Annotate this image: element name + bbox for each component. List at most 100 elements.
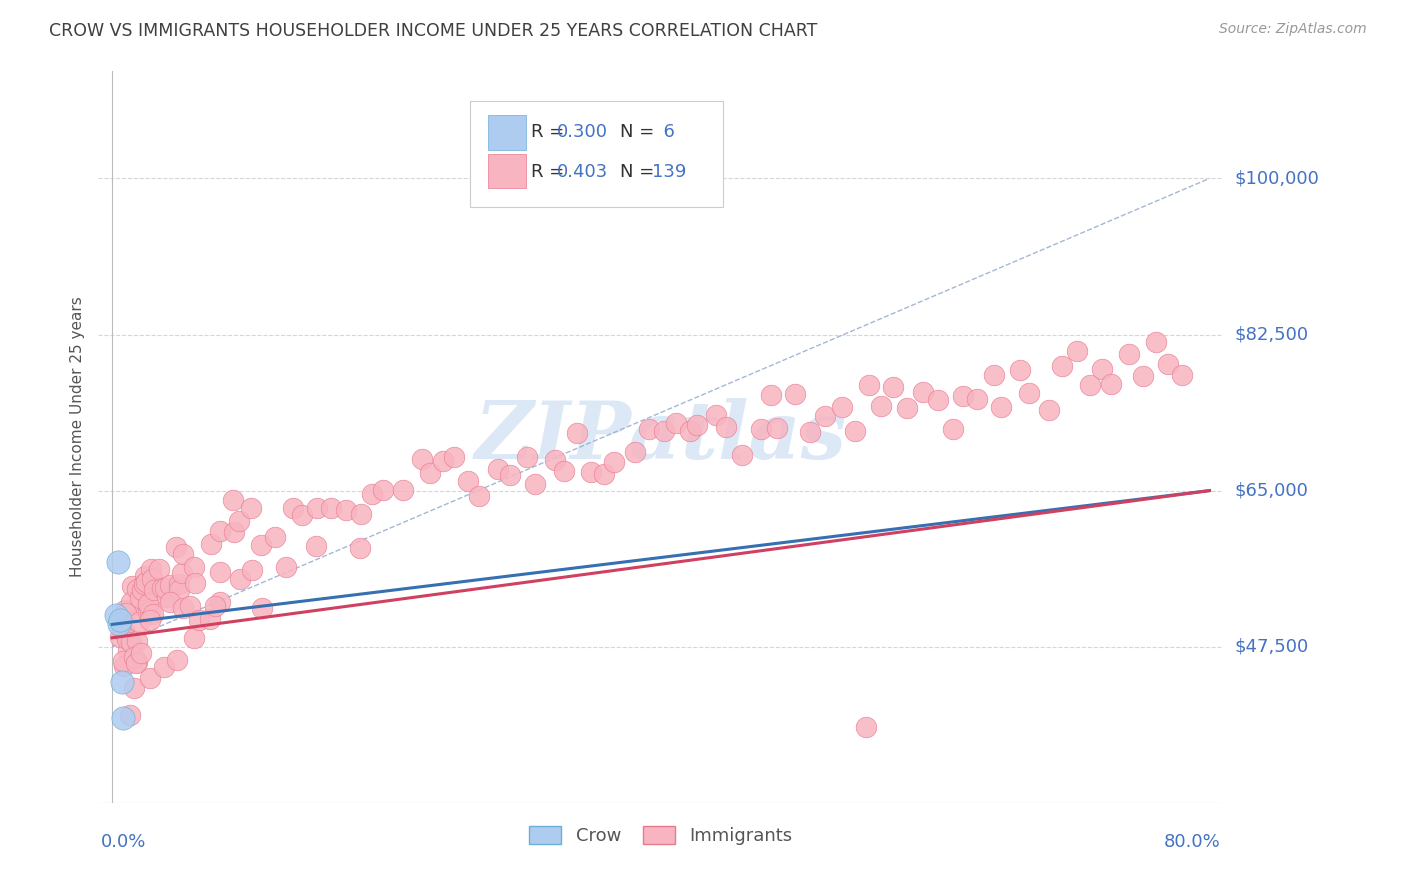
Point bbox=[249, 538, 271, 552]
Point bbox=[523, 477, 546, 491]
Legend: Crow, Immigrants: Crow, Immigrants bbox=[522, 819, 800, 852]
Text: 139: 139 bbox=[652, 162, 686, 180]
Point bbox=[759, 388, 782, 402]
Point bbox=[731, 448, 754, 462]
Point bbox=[1018, 385, 1040, 400]
Point bbox=[952, 388, 974, 402]
Y-axis label: Householder Income Under 25 years: Householder Income Under 25 years bbox=[69, 297, 84, 577]
Point bbox=[141, 572, 163, 586]
Point bbox=[153, 660, 176, 674]
Point bbox=[134, 569, 156, 583]
Point bbox=[1099, 376, 1122, 391]
Point bbox=[565, 425, 588, 440]
Point bbox=[373, 483, 395, 497]
Point bbox=[120, 595, 142, 609]
Point bbox=[172, 600, 194, 615]
Point bbox=[858, 378, 880, 392]
Text: $100,000: $100,000 bbox=[1234, 169, 1319, 187]
Point bbox=[1038, 403, 1060, 417]
Point bbox=[142, 583, 165, 598]
Text: R =: R = bbox=[531, 123, 571, 141]
Point bbox=[553, 465, 575, 479]
Text: CROW VS IMMIGRANTS HOUSEHOLDER INCOME UNDER 25 YEARS CORRELATION CHART: CROW VS IMMIGRANTS HOUSEHOLDER INCOME UN… bbox=[49, 22, 817, 40]
Point bbox=[814, 409, 837, 423]
Point bbox=[139, 613, 162, 627]
Point bbox=[115, 607, 138, 621]
Text: 0.300: 0.300 bbox=[557, 123, 609, 141]
Point bbox=[882, 380, 904, 394]
Point bbox=[198, 612, 221, 626]
Point bbox=[1052, 359, 1074, 373]
Point bbox=[486, 462, 509, 476]
Point bbox=[228, 514, 250, 528]
Point bbox=[283, 500, 305, 515]
Point bbox=[159, 578, 181, 592]
Point bbox=[498, 468, 520, 483]
Point bbox=[1078, 378, 1101, 392]
Point bbox=[990, 400, 1012, 414]
Point bbox=[204, 599, 226, 613]
Point bbox=[125, 634, 148, 648]
Point bbox=[141, 562, 163, 576]
Point bbox=[114, 602, 136, 616]
Point bbox=[117, 629, 139, 643]
Point bbox=[855, 720, 877, 734]
Point bbox=[112, 658, 135, 673]
Point bbox=[350, 507, 373, 521]
Point bbox=[127, 582, 149, 596]
Point bbox=[221, 492, 243, 507]
Point bbox=[183, 632, 205, 646]
Point bbox=[927, 392, 949, 407]
Point bbox=[679, 424, 702, 438]
Text: 0.0%: 0.0% bbox=[101, 833, 146, 851]
Point bbox=[167, 577, 190, 591]
Point bbox=[155, 581, 177, 595]
Point bbox=[1171, 368, 1194, 383]
Point bbox=[117, 644, 139, 658]
Text: $82,500: $82,500 bbox=[1234, 326, 1309, 343]
Point bbox=[208, 595, 231, 609]
Point bbox=[159, 595, 181, 609]
Point bbox=[239, 500, 262, 515]
Point bbox=[665, 417, 688, 431]
Point bbox=[749, 422, 772, 436]
Point bbox=[766, 421, 789, 435]
Point bbox=[250, 601, 273, 615]
Text: 0.403: 0.403 bbox=[557, 162, 609, 180]
Point bbox=[222, 525, 245, 540]
Point bbox=[108, 631, 131, 645]
Point bbox=[321, 500, 343, 515]
Point bbox=[785, 387, 807, 401]
Point bbox=[208, 565, 231, 579]
Point bbox=[1118, 347, 1140, 361]
Point bbox=[132, 577, 155, 591]
Point bbox=[170, 566, 193, 580]
Point bbox=[136, 605, 159, 619]
Point bbox=[307, 500, 329, 515]
Point bbox=[457, 475, 479, 489]
Point bbox=[105, 608, 128, 623]
Point bbox=[142, 607, 165, 621]
Point bbox=[704, 408, 727, 422]
Point bbox=[172, 548, 194, 562]
Point bbox=[156, 591, 179, 605]
Point bbox=[264, 530, 287, 544]
Point bbox=[125, 657, 148, 671]
Point bbox=[150, 582, 173, 596]
Point bbox=[138, 671, 160, 685]
Point bbox=[135, 574, 157, 589]
FancyBboxPatch shape bbox=[470, 101, 723, 207]
Point bbox=[139, 604, 162, 618]
Point bbox=[411, 451, 433, 466]
Point bbox=[122, 681, 145, 696]
Point bbox=[200, 537, 222, 551]
Point bbox=[831, 400, 853, 414]
Point bbox=[166, 652, 188, 666]
Point bbox=[112, 711, 135, 725]
Point bbox=[209, 524, 232, 538]
Point bbox=[516, 450, 538, 464]
Point bbox=[136, 597, 159, 611]
Point bbox=[443, 450, 465, 465]
Point bbox=[229, 572, 252, 586]
Point bbox=[652, 424, 675, 438]
